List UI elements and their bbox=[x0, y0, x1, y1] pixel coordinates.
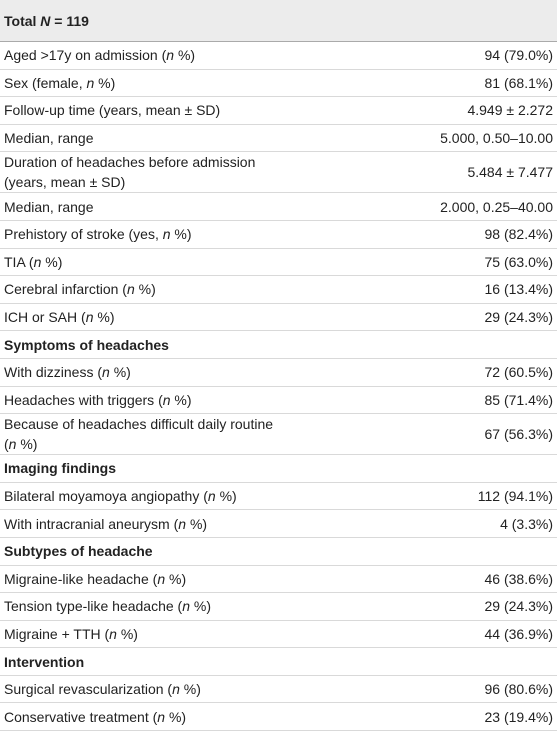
row-label: Because of headaches difficult daily rou… bbox=[0, 414, 279, 455]
row-value: 44 (36.9%) bbox=[279, 620, 557, 648]
row-value: 75 (63.0%) bbox=[279, 248, 557, 276]
section-title: Subtypes of headache bbox=[0, 537, 557, 565]
row-label: ICH or SAH (n %) bbox=[0, 303, 279, 331]
data-row: Tension type-like headache (n %)29 (24.3… bbox=[0, 593, 557, 621]
row-label: Migraine-like headache (n %) bbox=[0, 565, 279, 593]
data-row: Conservative treatment (n %)23 (19.4%) bbox=[0, 703, 557, 731]
data-row: Aged >17y on admission (n %)94 (79.0%) bbox=[0, 42, 557, 70]
data-row: Cerebral infarction (n %)16 (13.4%) bbox=[0, 276, 557, 304]
row-value: 5.484 ± 7.477 bbox=[279, 152, 557, 193]
data-row: Because of headaches difficult daily rou… bbox=[0, 414, 557, 455]
row-label: Surgical revascularization (n %) bbox=[0, 675, 279, 703]
row-value: 94 (79.0%) bbox=[279, 42, 557, 70]
row-value: 2.000, 0.25–40.00 bbox=[279, 193, 557, 221]
data-row: With dizziness (n %)72 (60.5%) bbox=[0, 358, 557, 386]
row-value: 23 (19.4%) bbox=[279, 703, 557, 731]
data-row: Sex (female, n %)81 (68.1%) bbox=[0, 69, 557, 97]
row-value: 67 (56.3%) bbox=[279, 414, 557, 455]
section-row: Intervention bbox=[0, 648, 557, 676]
row-label: Conservative treatment (n %) bbox=[0, 703, 279, 731]
row-label: Sex (female, n %) bbox=[0, 69, 279, 97]
row-label: Aged >17y on admission (n %) bbox=[0, 42, 279, 70]
row-value: 72 (60.5%) bbox=[279, 358, 557, 386]
row-value: 81 (68.1%) bbox=[279, 69, 557, 97]
row-label: With dizziness (n %) bbox=[0, 358, 279, 386]
row-value: 46 (38.6%) bbox=[279, 565, 557, 593]
data-row: Bilateral moyamoya angiopathy (n %)112 (… bbox=[0, 482, 557, 510]
row-value: 5.000, 0.50–10.00 bbox=[279, 124, 557, 152]
row-value: 29 (24.3%) bbox=[279, 303, 557, 331]
row-label: Median, range bbox=[0, 124, 279, 152]
row-label: Bilateral moyamoya angiopathy (n %) bbox=[0, 482, 279, 510]
data-row: Surgical revascularization (n %)96 (80.6… bbox=[0, 675, 557, 703]
row-label: Headaches with triggers (n %) bbox=[0, 386, 279, 414]
data-row: Migraine + TTH (n %)44 (36.9%) bbox=[0, 620, 557, 648]
data-row: Migraine-like headache (n %)46 (38.6%) bbox=[0, 565, 557, 593]
row-value: 96 (80.6%) bbox=[279, 675, 557, 703]
row-label: Migraine + TTH (n %) bbox=[0, 620, 279, 648]
row-label: Median, range bbox=[0, 193, 279, 221]
row-label: TIA (n %) bbox=[0, 248, 279, 276]
section-title: Imaging findings bbox=[0, 455, 557, 483]
header-title: Total N = 119 bbox=[0, 0, 557, 42]
row-label: Duration of headaches before admission (… bbox=[0, 152, 279, 193]
section-title: Intervention bbox=[0, 648, 557, 676]
row-label: Prehistory of stroke (yes, n %) bbox=[0, 220, 279, 248]
section-row: Symptoms of headaches bbox=[0, 331, 557, 359]
data-row: Prehistory of stroke (yes, n %)98 (82.4%… bbox=[0, 220, 557, 248]
row-label: With intracranial aneurysm (n %) bbox=[0, 510, 279, 538]
row-value: 4.949 ± 2.272 bbox=[279, 97, 557, 125]
data-row: TIA (n %)75 (63.0%) bbox=[0, 248, 557, 276]
section-title: Symptoms of headaches bbox=[0, 331, 557, 359]
row-value: 16 (13.4%) bbox=[279, 276, 557, 304]
row-value: 4 (3.3%) bbox=[279, 510, 557, 538]
row-value: 85 (71.4%) bbox=[279, 386, 557, 414]
row-value: 29 (24.3%) bbox=[279, 593, 557, 621]
row-value: 112 (94.1%) bbox=[279, 482, 557, 510]
data-row: Duration of headaches before admission (… bbox=[0, 152, 557, 193]
row-label: Cerebral infarction (n %) bbox=[0, 276, 279, 304]
page: Total N = 119 Aged >17y on admission (n … bbox=[0, 0, 557, 706]
data-row: With intracranial aneurysm (n %)4 (3.3%) bbox=[0, 510, 557, 538]
section-row: Subtypes of headache bbox=[0, 537, 557, 565]
row-label: Follow-up time (years, mean ± SD) bbox=[0, 97, 279, 125]
data-row: Follow-up time (years, mean ± SD)4.949 ±… bbox=[0, 97, 557, 125]
table-body: Aged >17y on admission (n %)94 (79.0%)Se… bbox=[0, 42, 557, 731]
header-row: Total N = 119 bbox=[0, 0, 557, 42]
data-row: ICH or SAH (n %)29 (24.3%) bbox=[0, 303, 557, 331]
row-value: 98 (82.4%) bbox=[279, 220, 557, 248]
data-row: Headaches with triggers (n %)85 (71.4%) bbox=[0, 386, 557, 414]
section-row: Imaging findings bbox=[0, 455, 557, 483]
row-label: Tension type-like headache (n %) bbox=[0, 593, 279, 621]
